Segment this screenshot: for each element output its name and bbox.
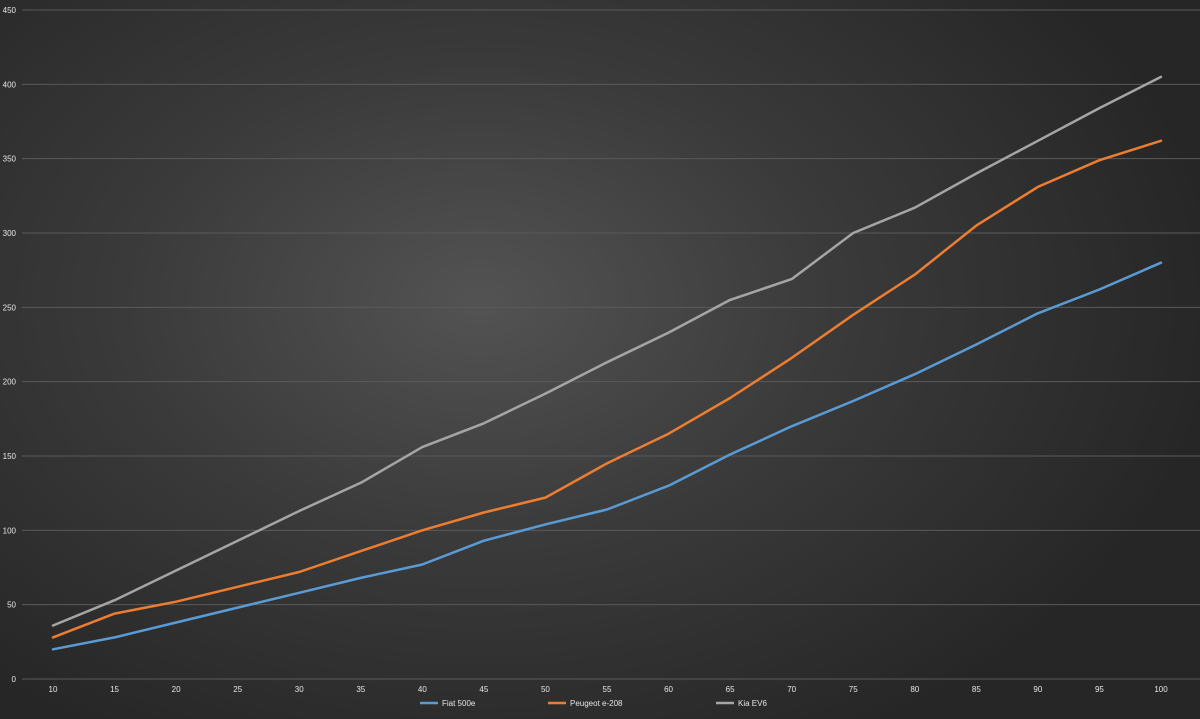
x-tick-label: 20 xyxy=(172,685,181,694)
y-tick-label: 200 xyxy=(3,378,17,387)
y-tick-label: 300 xyxy=(3,229,17,238)
x-tick-label: 60 xyxy=(664,685,673,694)
series-line-fiat-500e xyxy=(51,261,1163,651)
x-tick-label: 65 xyxy=(726,685,735,694)
x-tick-label: 40 xyxy=(418,685,427,694)
x-tick-label: 90 xyxy=(1033,685,1042,694)
legend-label: Fiat 500e xyxy=(442,699,476,708)
x-tick-label: 75 xyxy=(849,685,858,694)
legend-item-fiat-500e: Fiat 500e xyxy=(420,699,476,708)
x-tick-label: 100 xyxy=(1154,685,1168,694)
y-axis-ticks: 0 50 100 150 200 250 300 350 400 450 xyxy=(3,6,17,684)
x-tick-label: 80 xyxy=(910,685,919,694)
legend-label: Kia EV6 xyxy=(738,699,767,708)
gridlines xyxy=(22,9,1200,680)
x-tick-label: 55 xyxy=(603,685,612,694)
x-tick-label: 35 xyxy=(356,685,365,694)
x-axis-ticks: 10 15 20 25 30 35 40 45 50 55 60 65 70 75 80 85 90 95 100 xyxy=(49,685,1169,694)
y-tick-label: 150 xyxy=(3,452,17,461)
y-tick-label: 400 xyxy=(3,80,17,89)
series-lines xyxy=(51,75,1163,651)
x-tick-label: 70 xyxy=(787,685,796,694)
legend: Fiat 500e Peugeot e-208 Kia EV6 xyxy=(420,699,767,708)
y-tick-label: 350 xyxy=(3,155,17,164)
x-tick-label: 95 xyxy=(1095,685,1104,694)
y-tick-label: 0 xyxy=(12,675,17,684)
x-tick-label: 30 xyxy=(295,685,304,694)
legend-item-kia-ev6: Kia EV6 xyxy=(716,699,767,708)
x-tick-label: 15 xyxy=(110,685,119,694)
x-tick-label: 85 xyxy=(972,685,981,694)
series-line-peugeot-e-208 xyxy=(51,139,1163,639)
x-tick-label: 50 xyxy=(541,685,550,694)
legend-item-peugeot-e-208: Peugeot e-208 xyxy=(548,699,623,708)
legend-label: Peugeot e-208 xyxy=(570,699,623,708)
x-tick-label: 45 xyxy=(479,685,488,694)
series-line-kia-ev6 xyxy=(51,75,1163,627)
x-tick-label: 25 xyxy=(233,685,242,694)
y-tick-label: 250 xyxy=(3,303,17,312)
y-tick-label: 450 xyxy=(3,6,17,15)
y-tick-label: 100 xyxy=(3,526,17,535)
y-tick-label: 50 xyxy=(7,601,16,610)
x-tick-label: 10 xyxy=(49,685,58,694)
